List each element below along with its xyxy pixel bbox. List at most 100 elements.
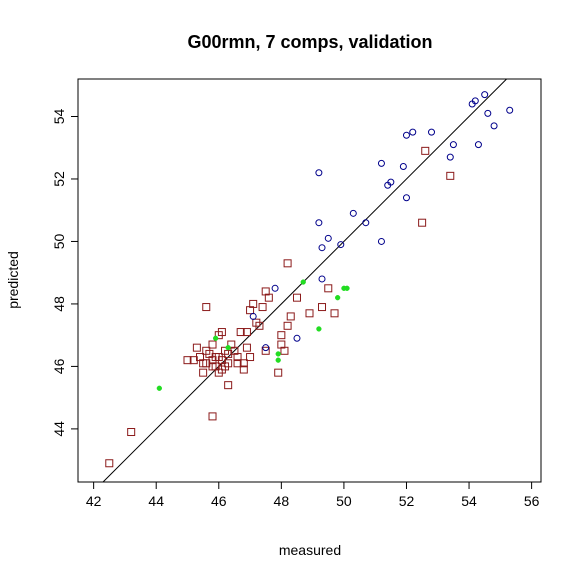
data-point-square xyxy=(318,303,327,312)
data-point-square xyxy=(286,312,295,321)
data-point-square xyxy=(233,353,242,362)
data-point-circle xyxy=(318,275,326,283)
data-point-filled xyxy=(156,385,162,391)
data-point-filled xyxy=(316,326,322,332)
plot-frame xyxy=(77,78,542,483)
x-axis-label: measured xyxy=(279,542,341,558)
data-point-square xyxy=(242,343,251,352)
x-tick-label: 52 xyxy=(399,493,415,509)
x-tick-label: 48 xyxy=(274,493,290,509)
data-point-circle xyxy=(399,162,407,170)
data-point-square xyxy=(224,381,233,390)
x-tick-label: 56 xyxy=(524,493,540,509)
data-point-circle xyxy=(449,141,457,149)
x-tick-label: 50 xyxy=(336,493,352,509)
data-point-filled xyxy=(344,285,350,291)
data-point-square xyxy=(236,328,245,337)
y-tick-label: 48 xyxy=(51,296,67,312)
data-point-circle xyxy=(315,169,323,177)
data-point-square xyxy=(246,306,255,315)
data-point-circle xyxy=(481,91,489,99)
data-point-square xyxy=(258,303,267,312)
data-point-square xyxy=(274,368,283,377)
data-point-circle xyxy=(474,141,482,149)
data-point-square xyxy=(239,365,248,374)
chart-title: G00rmn, 7 comps, validation xyxy=(187,32,432,52)
data-point-square xyxy=(217,328,226,337)
data-point-square xyxy=(283,259,292,268)
data-point-square xyxy=(105,459,114,468)
data-point-square xyxy=(330,309,339,318)
data-point-circle xyxy=(490,122,498,130)
data-point-circle xyxy=(262,344,270,352)
data-point-circle xyxy=(249,312,257,320)
data-point-circle xyxy=(428,128,436,136)
data-point-square xyxy=(446,171,455,180)
x-axis: 42 44 46 48 50 52 54 56 xyxy=(86,482,540,509)
data-point-square xyxy=(280,346,289,355)
data-point-square xyxy=(233,359,242,368)
data-point-filled xyxy=(212,335,219,341)
x-tick-label: 44 xyxy=(148,493,164,509)
x-tick-label: 42 xyxy=(86,493,102,509)
x-tick-label: 46 xyxy=(211,493,227,509)
data-point-circle xyxy=(349,209,357,217)
data-point-square xyxy=(277,331,286,340)
data-point-square xyxy=(224,359,233,368)
data-point-circle xyxy=(402,194,410,202)
data-point-square xyxy=(246,353,255,362)
data-point-square xyxy=(324,284,333,293)
data-point-square xyxy=(261,346,270,355)
data-point-square xyxy=(202,303,211,312)
series-open-circle xyxy=(249,91,514,352)
data-point-circle xyxy=(402,131,410,139)
data-point-circle xyxy=(471,97,479,105)
y-tick-label: 46 xyxy=(51,358,67,374)
data-point-filled xyxy=(335,295,341,301)
data-point-square xyxy=(264,293,273,302)
data-point-square xyxy=(183,356,192,365)
data-point-square xyxy=(255,321,264,330)
data-point-square xyxy=(217,365,226,374)
data-point-square xyxy=(421,146,430,155)
data-point-square xyxy=(208,340,217,349)
data-point-square xyxy=(192,343,201,352)
data-point-circle xyxy=(337,241,345,249)
data-point-square xyxy=(214,353,223,362)
y-tick-label: 44 xyxy=(51,421,67,437)
data-point-circle xyxy=(324,234,332,242)
data-point-square xyxy=(292,293,301,302)
data-point-circle xyxy=(377,159,385,167)
data-point-circle xyxy=(484,109,492,117)
data-point-circle xyxy=(409,128,417,136)
data-point-filled xyxy=(275,357,281,363)
y-tick-label: 54 xyxy=(51,108,67,124)
data-point-square xyxy=(208,412,217,421)
series-open-square xyxy=(105,146,455,468)
data-point-square xyxy=(127,428,136,437)
data-point-square xyxy=(221,346,230,355)
data-point-square xyxy=(283,321,292,330)
data-point-circle xyxy=(315,219,323,227)
y-tick-label: 50 xyxy=(51,233,67,249)
data-point-circle xyxy=(506,106,514,114)
data-point-filled xyxy=(300,279,306,285)
data-point-circle xyxy=(446,153,454,161)
data-point-square xyxy=(418,218,427,227)
y-tick-label: 52 xyxy=(51,171,67,187)
data-point-square xyxy=(242,328,251,337)
data-point-circle xyxy=(318,244,326,252)
data-point-filled xyxy=(275,351,281,357)
data-point-square xyxy=(199,359,208,368)
data-point-square xyxy=(199,368,208,377)
data-point-circle xyxy=(362,219,370,227)
plot-area xyxy=(102,79,514,482)
data-point-filled xyxy=(225,345,231,351)
data-point-circle xyxy=(377,237,385,245)
data-point-square xyxy=(305,309,314,318)
y-axis: 44 46 48 50 52 54 xyxy=(51,108,78,437)
data-point-circle xyxy=(293,334,301,342)
data-point-circle xyxy=(387,178,395,186)
